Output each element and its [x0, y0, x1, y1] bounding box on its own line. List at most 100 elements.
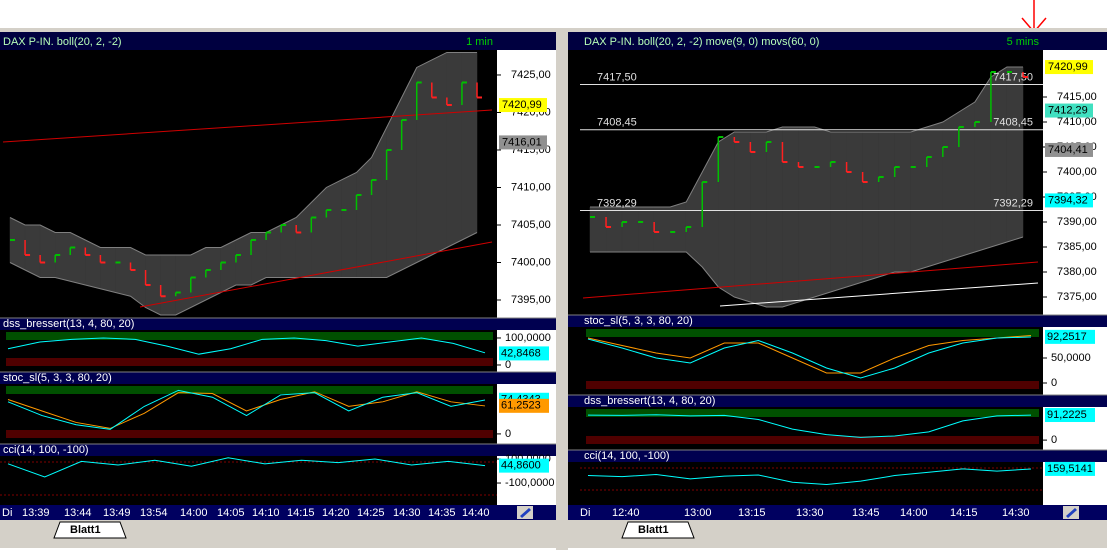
sheet-tab-label[interactable]: Blatt1: [638, 524, 669, 536]
close-tick: [814, 166, 820, 168]
price-marker-label: 7412,29: [1048, 104, 1088, 116]
close-tick: [750, 151, 756, 153]
level-label: 7408,45: [597, 117, 637, 129]
value-marker: [1045, 461, 1095, 476]
pane-title: stoc_sl(5, 3, 3, 80, 20): [584, 315, 693, 327]
close-tick: [718, 136, 724, 138]
price-marker: [499, 135, 547, 150]
bollinger-band: [990, 66, 1008, 248]
band-line: [590, 66, 1023, 208]
value-marker: [499, 346, 549, 361]
close-tick: [145, 283, 151, 286]
close-tick: [1006, 71, 1012, 73]
price-marker-label: 7404,41: [1048, 144, 1088, 156]
close-tick: [266, 231, 272, 234]
bollinger-band: [653, 206, 671, 253]
value-marker-label: 42,8468: [501, 347, 541, 359]
time-label: 14:30: [393, 507, 421, 519]
time-label: 14:05: [217, 507, 245, 519]
bollinger-band: [356, 156, 372, 278]
time-label: 14:20: [322, 507, 350, 519]
bollinger-band: [70, 232, 86, 286]
bollinger-band: [910, 126, 928, 273]
sheet-tab-label[interactable]: Blatt1: [70, 524, 101, 536]
time-label: 14:00: [180, 507, 208, 519]
splitter: [556, 28, 568, 550]
interval: 1 min: [466, 36, 493, 48]
pane-title: cci(14, 100, -100): [584, 450, 670, 462]
pen-icon: [1066, 508, 1077, 518]
bollinger-band: [9, 217, 26, 271]
price-marker: [1045, 60, 1093, 75]
close-tick: [70, 246, 76, 249]
bollinger-band: [1006, 66, 1024, 243]
indicator-line: [7, 337, 486, 355]
value-marker: [1045, 408, 1095, 423]
bollinger-band: [85, 239, 101, 290]
sheet-tab: [621, 521, 695, 539]
close-tick: [386, 148, 392, 151]
close-tick: [235, 253, 241, 256]
overbought-zone: [586, 409, 1039, 417]
time-label: 13:44: [64, 507, 92, 519]
bollinger-band: [589, 206, 607, 253]
close-tick: [371, 178, 377, 181]
pane-tick-label: 50,0000: [1051, 352, 1091, 364]
value-marker-label: 92,2517: [1047, 331, 1087, 343]
value-marker-label: 159,5141: [1047, 463, 1093, 475]
value-marker: [499, 458, 549, 473]
bollinger-band: [926, 121, 944, 268]
close-tick: [990, 71, 996, 73]
bollinger-band: [782, 126, 799, 308]
bollinger-band: [942, 111, 960, 263]
time-label: 13:15: [738, 507, 766, 519]
close-tick: [894, 166, 900, 168]
price-tick-label: 7405,00: [511, 219, 551, 231]
close-tick: [878, 176, 884, 178]
pane-header: [568, 450, 1107, 462]
close-tick: [862, 181, 868, 183]
bollinger-band: [401, 67, 417, 271]
close-tick: [25, 253, 31, 256]
close-tick: [220, 261, 226, 264]
time-label: Di: [2, 507, 12, 519]
title-bar: [568, 32, 1107, 50]
bollinger-band: [341, 172, 357, 278]
pane-tick-label: 100,0000: [505, 332, 551, 344]
close-tick: [356, 193, 362, 196]
price-marker-label: 7394,32: [1048, 194, 1088, 206]
bollinger-band: [416, 59, 433, 263]
bollinger-band: [862, 131, 879, 283]
level-label: 7417,50: [597, 71, 637, 83]
bollinger-band: [621, 206, 639, 253]
close-tick: [590, 216, 595, 218]
close-tick: [446, 103, 452, 106]
trend-line: [582, 261, 1039, 299]
pane-tick-label: 0: [1051, 434, 1057, 446]
close-tick: [926, 156, 932, 158]
close-tick: [798, 166, 804, 168]
interval: 5 mins: [1007, 36, 1040, 48]
trend-line: [719, 282, 1039, 307]
bollinger-band: [830, 131, 847, 293]
close-tick: [431, 96, 437, 99]
level-label: 7392,29: [993, 197, 1033, 209]
indicator-line: [7, 391, 486, 429]
close-tick: [55, 253, 61, 256]
bollinger-band: [605, 206, 623, 253]
price-marker-label: 7420,99: [502, 99, 542, 111]
close-tick: [296, 231, 302, 234]
close-tick: [326, 208, 332, 211]
price-marker-label: 7416,01: [502, 136, 542, 148]
bollinger-band: [386, 97, 402, 278]
time-label: 14:25: [357, 507, 385, 519]
price-tick-label: 7410,00: [511, 181, 551, 193]
time-label: 14:30: [1002, 507, 1030, 519]
price-tick-label: 7400,00: [511, 256, 551, 268]
time-label: 13:30: [796, 507, 824, 519]
bollinger-band: [718, 131, 735, 298]
trend-line: [139, 241, 493, 308]
close-tick: [477, 96, 482, 99]
pane-header: [0, 318, 556, 330]
time-label: Di: [580, 507, 590, 519]
